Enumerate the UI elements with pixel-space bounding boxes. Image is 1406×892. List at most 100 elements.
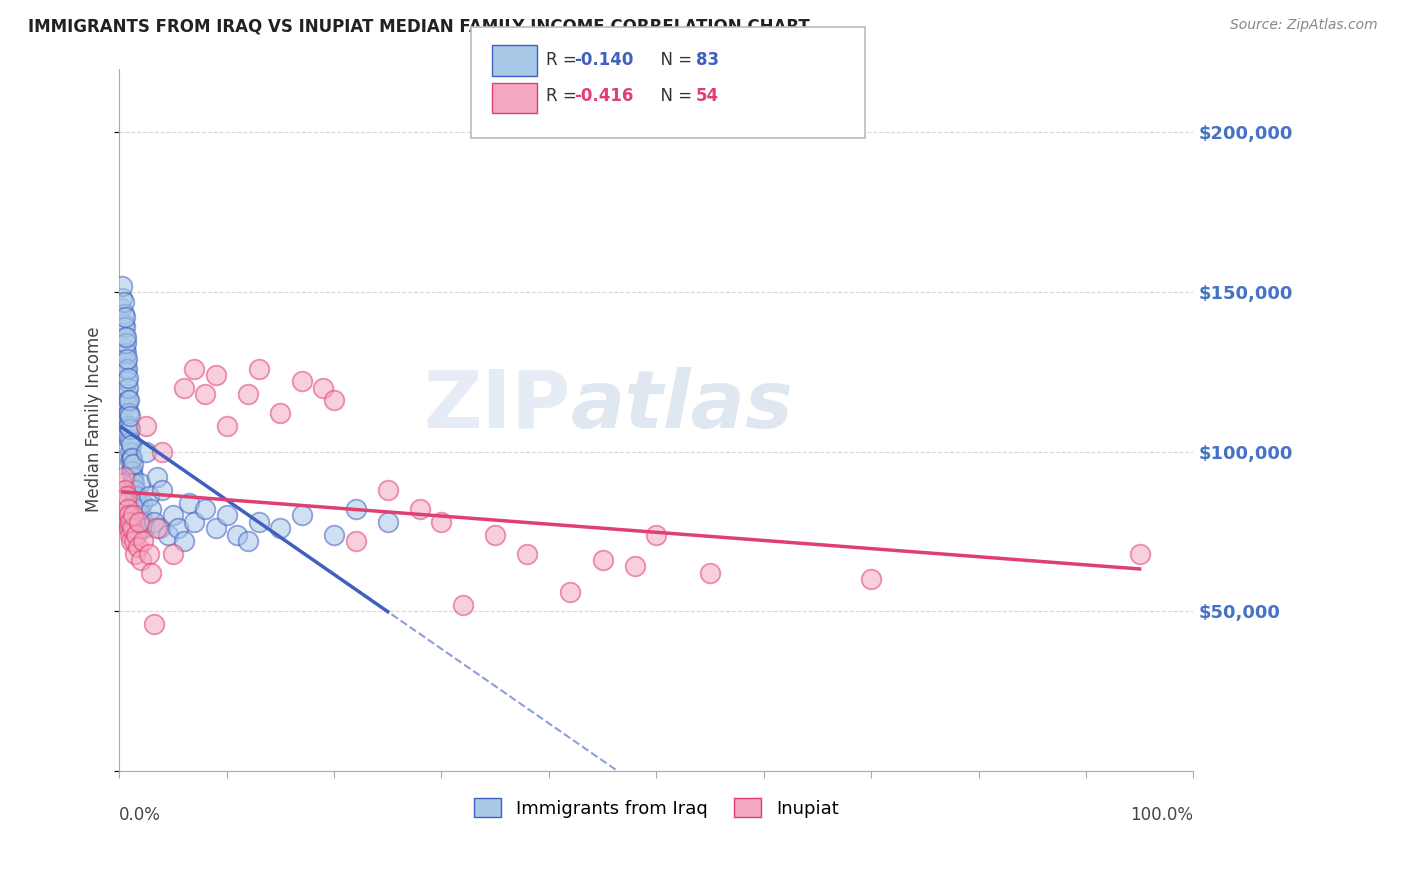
Point — [111, 278, 134, 293]
Text: N =: N = — [650, 51, 697, 69]
Point — [323, 393, 346, 408]
Point — [114, 336, 136, 351]
Point — [162, 508, 184, 523]
Point — [118, 432, 141, 446]
Point — [149, 521, 172, 535]
Point — [111, 476, 134, 491]
Point — [114, 310, 136, 325]
Point — [118, 521, 141, 535]
Point — [129, 521, 152, 535]
Point — [115, 397, 138, 411]
Point — [129, 508, 152, 523]
Point — [124, 483, 146, 497]
Point — [124, 489, 146, 503]
Point — [117, 381, 139, 395]
Point — [114, 320, 136, 334]
Point — [177, 495, 200, 509]
Point — [146, 470, 169, 484]
Point — [624, 559, 647, 574]
Point — [115, 489, 138, 503]
Point — [118, 422, 141, 436]
Point — [120, 533, 142, 548]
Point — [238, 387, 260, 401]
Point — [146, 521, 169, 535]
Point — [121, 464, 143, 478]
Point — [132, 521, 155, 535]
Point — [114, 483, 136, 497]
Point — [215, 419, 238, 434]
Point — [118, 515, 141, 529]
Point — [323, 527, 346, 541]
Point — [112, 294, 135, 309]
Point — [112, 307, 135, 321]
Point — [215, 508, 238, 523]
Point — [121, 521, 143, 535]
Point — [516, 547, 538, 561]
Point — [484, 527, 506, 541]
Point — [344, 502, 367, 516]
Point — [114, 355, 136, 369]
Point — [114, 329, 136, 343]
Point — [121, 450, 143, 465]
Y-axis label: Median Family Income: Median Family Income — [86, 326, 103, 512]
Point — [118, 434, 141, 449]
Point — [128, 476, 150, 491]
Point — [117, 406, 139, 420]
Text: R =: R = — [546, 51, 582, 69]
Point — [1129, 547, 1152, 561]
Point — [205, 521, 228, 535]
Point — [122, 483, 145, 497]
Text: Source: ZipAtlas.com: Source: ZipAtlas.com — [1230, 18, 1378, 32]
Point — [122, 458, 145, 472]
Point — [118, 454, 141, 468]
Point — [645, 527, 668, 541]
Point — [115, 351, 138, 366]
Text: -0.140: -0.140 — [574, 51, 633, 69]
Point — [121, 476, 143, 491]
Point — [183, 515, 205, 529]
Point — [135, 444, 157, 458]
Point — [132, 515, 155, 529]
Point — [269, 521, 291, 535]
Point — [117, 371, 139, 385]
Point — [110, 301, 132, 315]
Point — [124, 547, 146, 561]
Point — [117, 419, 139, 434]
Point — [115, 374, 138, 388]
Point — [117, 393, 139, 408]
Point — [114, 495, 136, 509]
Point — [377, 515, 399, 529]
Point — [312, 381, 335, 395]
Text: -0.416: -0.416 — [574, 87, 633, 105]
Point — [291, 374, 314, 388]
Point — [118, 406, 141, 420]
Point — [117, 515, 139, 529]
Point — [118, 508, 141, 523]
Point — [150, 483, 173, 497]
Point — [156, 527, 179, 541]
Point — [115, 508, 138, 523]
Point — [127, 508, 149, 523]
Point — [122, 470, 145, 484]
Point — [128, 502, 150, 516]
Point — [111, 291, 134, 305]
Text: 100.0%: 100.0% — [1130, 805, 1194, 824]
Point — [142, 515, 165, 529]
Point — [118, 527, 141, 541]
Point — [560, 585, 582, 599]
Point — [194, 502, 217, 516]
Point — [120, 438, 142, 452]
Point — [205, 368, 228, 382]
Point — [150, 444, 173, 458]
Point — [131, 495, 153, 509]
Point — [162, 547, 184, 561]
Point — [124, 495, 146, 509]
Legend: Immigrants from Iraq, Inupiat: Immigrants from Iraq, Inupiat — [467, 791, 846, 825]
Point — [142, 616, 165, 631]
Point — [118, 419, 141, 434]
Point — [120, 464, 142, 478]
Text: 83: 83 — [696, 51, 718, 69]
Point — [226, 527, 249, 541]
Point — [138, 489, 160, 503]
Text: N =: N = — [650, 87, 697, 105]
